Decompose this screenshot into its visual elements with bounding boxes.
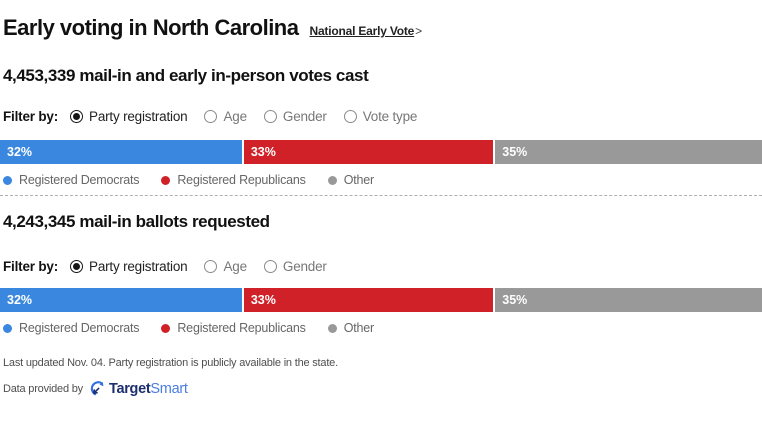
last-updated-note: Last updated Nov. 04. Party registration…: [3, 357, 338, 369]
legend-item-republicans: Registered Republicans: [161, 173, 306, 187]
national-early-vote-link[interactable]: National Early Vote>: [309, 24, 422, 38]
radio-selected-icon[interactable]: [70, 110, 84, 123]
page-title: Early voting in North Carolina: [3, 15, 299, 40]
targetsmart-logo-link[interactable]: TargetSmart: [90, 380, 188, 397]
data-provided-by-label: Data provided by: [3, 382, 83, 395]
early-voting-widget: Early voting in North Carolina National …: [0, 15, 762, 397]
radio-icon[interactable]: [263, 260, 277, 273]
bar-segment-republicans: 33%: [243, 140, 496, 164]
filter-by-label: Filter by:: [3, 109, 59, 124]
legend-item-other: Other: [327, 173, 374, 187]
bar-segment-value: 35%: [502, 293, 528, 307]
filter-by-label: Filter by:: [3, 259, 59, 274]
header: Early voting in North Carolina National …: [0, 15, 762, 41]
filter-party-registration[interactable]: Party registration: [70, 109, 188, 124]
votes-cast-legend: Registered Democrats Registered Republic…: [0, 173, 762, 187]
filter-age[interactable]: Age: [204, 109, 247, 124]
bar-segment-republicans: 33%: [243, 288, 496, 312]
radio-icon[interactable]: [204, 110, 218, 123]
bar-segment-value: 32%: [7, 145, 33, 159]
legend-item-democrats: Registered Democrats: [3, 173, 140, 187]
radio-icon[interactable]: [263, 110, 277, 123]
filter-vote-type[interactable]: Vote type: [343, 109, 417, 124]
filter-gender[interactable]: Gender: [263, 259, 327, 274]
republican-dot-icon: [161, 323, 171, 333]
bar-segment-value: 33%: [250, 145, 276, 159]
ballots-requested-stacked-bar: 32% 33% 35%: [0, 288, 762, 312]
filter-party-registration[interactable]: Party registration: [70, 259, 188, 274]
bar-segment-value: 35%: [502, 145, 528, 159]
other-dot-icon: [327, 323, 337, 333]
bar-segment-democrats: 32%: [0, 140, 244, 164]
legend-item-democrats: Registered Democrats: [3, 321, 140, 335]
radio-icon[interactable]: [343, 110, 357, 123]
republican-dot-icon: [161, 175, 171, 185]
filter-gender[interactable]: Gender: [263, 109, 327, 124]
radio-icon[interactable]: [204, 260, 218, 273]
bar-segment-value: 33%: [250, 293, 276, 307]
votes-cast-heading: 4,453,339 mail-in and early in-person vo…: [3, 66, 369, 85]
bar-segment-other: 35%: [495, 288, 762, 312]
bar-segment-democrats: 32%: [0, 288, 244, 312]
filter-age[interactable]: Age: [204, 259, 247, 274]
legend-item-other: Other: [327, 321, 374, 335]
bar-segment-other: 35%: [495, 140, 762, 164]
chevron-right-icon: >: [415, 24, 422, 38]
bar-segment-value: 32%: [7, 293, 33, 307]
radio-selected-icon[interactable]: [70, 260, 84, 273]
ballots-requested-legend: Registered Democrats Registered Republic…: [0, 321, 762, 335]
data-provider-row: Data provided by TargetSmart: [0, 380, 762, 397]
legend-item-republicans: Registered Republicans: [161, 321, 306, 335]
democrat-dot-icon: [3, 175, 12, 185]
votes-cast-stacked-bar: 32% 33% 35%: [0, 140, 762, 164]
ballots-requested-heading: 4,243,345 mail-in ballots requested: [3, 212, 270, 231]
targetsmart-wordmark: TargetSmart: [108, 380, 188, 397]
dashed-divider: [0, 195, 762, 196]
democrat-dot-icon: [3, 323, 12, 333]
other-dot-icon: [327, 175, 337, 185]
votes-cast-filter-row: Filter by: Party registration Age Gender…: [0, 109, 762, 124]
targetsmart-arrow-circle-icon: [90, 381, 104, 396]
ballots-requested-filter-row: Filter by: Party registration Age Gender: [0, 259, 762, 274]
